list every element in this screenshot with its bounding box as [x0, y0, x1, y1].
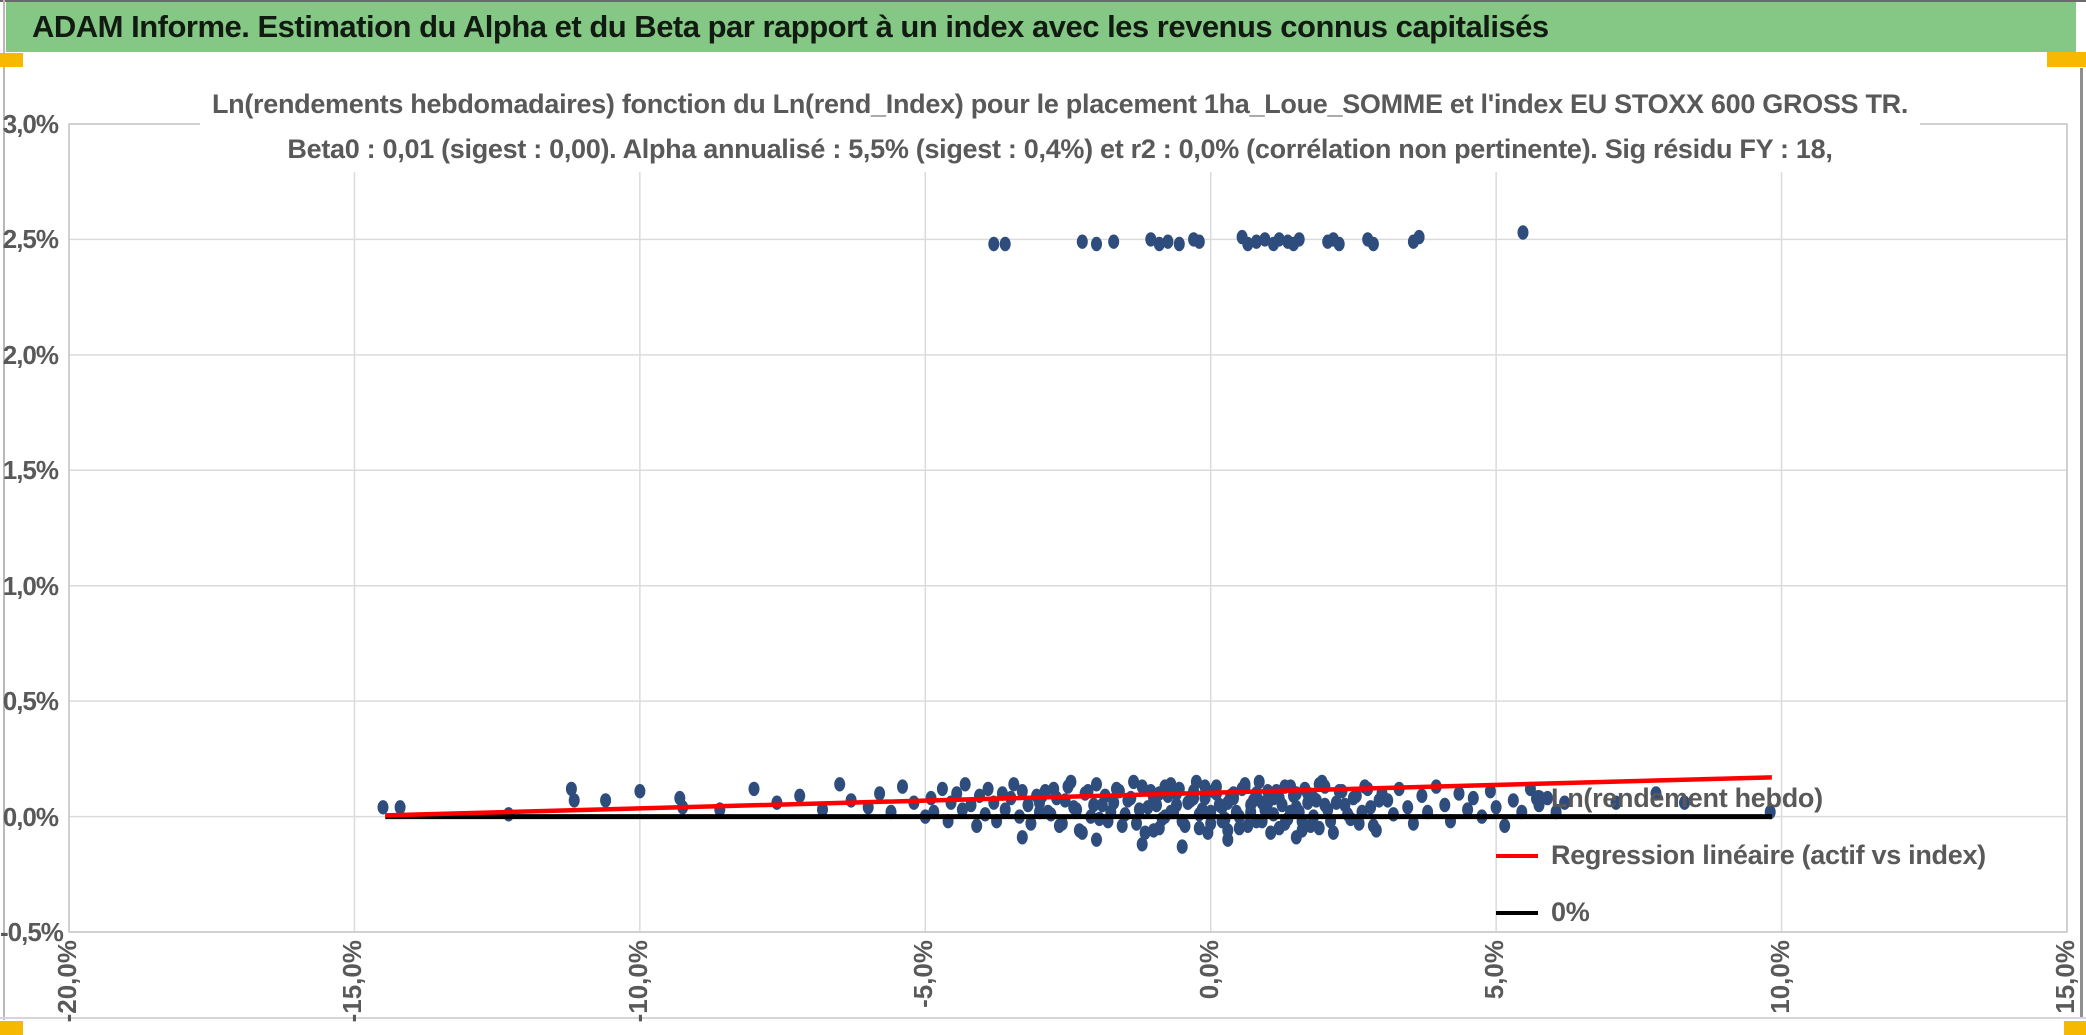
corner-accent-top-right	[2047, 52, 2086, 67]
x-tick-label: 5,0%	[1479, 940, 1510, 1000]
x-tick-label: 10,0%	[1764, 940, 1795, 1014]
header-bar: ADAM Informe. Estimation du Alpha et du …	[6, 2, 2076, 52]
legend-line-marker-icon	[1496, 854, 1538, 858]
legend-label: Regression linéaire (actif vs index)	[1551, 840, 1986, 870]
y-tick-label: 3,0%	[2, 109, 59, 139]
corner-accent-bottom-left	[0, 1021, 23, 1035]
y-tick-label: 2,5%	[2, 224, 59, 255]
legend-label: Ln(rendement hebdo)	[1551, 783, 1823, 813]
x-tick-label: -10,0%	[622, 940, 653, 1023]
y-tick-label: 1,5%	[2, 455, 59, 486]
x-tick-label: -5,0%	[908, 940, 939, 1008]
header-title: ADAM Informe. Estimation du Alpha et du …	[32, 9, 1549, 44]
x-tick-label: -15,0%	[337, 940, 368, 1023]
chart-title: Ln(rendements hebdomadaires) fonction du…	[200, 82, 1920, 172]
window-bottom-border	[0, 1017, 2086, 1019]
y-tick-label: 0,5%	[2, 686, 59, 717]
corner-accent-top-left	[0, 53, 23, 67]
window-left-border	[3, 0, 5, 1020]
legend-dot-marker-icon	[1531, 790, 1546, 807]
corner-accent-bottom-right	[2064, 1021, 2086, 1035]
regression-line	[385, 775, 1772, 818]
x-tick-label: 0,0%	[1193, 940, 1224, 1000]
legend-line-marker-icon	[1496, 911, 1538, 915]
window-top-border	[0, 0, 2086, 2]
x-tick-label: 15,0%	[2050, 940, 2080, 1014]
chart-title-line1: Ln(rendements hebdomadaires) fonction du…	[211, 89, 1909, 119]
y-tick-label: 2,0%	[2, 339, 59, 370]
y-tick-label: 1,0%	[2, 570, 59, 601]
window-right-border	[2080, 68, 2083, 1018]
x-tick-label: -20,0%	[52, 940, 82, 1023]
y-tick-label: -0,5%	[0, 917, 64, 947]
legend-label: 0%	[1551, 897, 1590, 927]
chart-title-line2: Beta0 : 0,01 (sigest : 0,00). Alpha annu…	[287, 134, 1833, 164]
y-tick-label: 0,0%	[2, 801, 59, 832]
